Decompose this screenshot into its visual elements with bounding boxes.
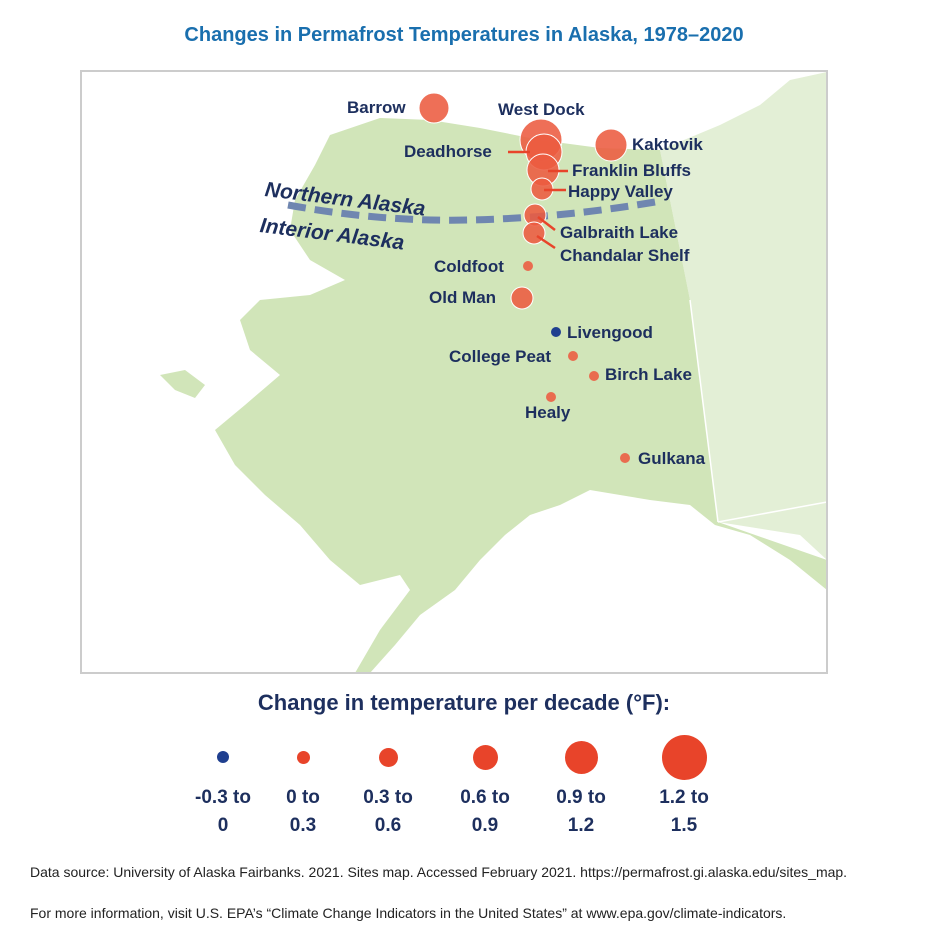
site-label: Healy — [525, 403, 571, 422]
legend-item: 0.6 to 0.9 — [435, 730, 535, 840]
legend-circle — [378, 747, 398, 767]
site-label: Happy Valley — [568, 182, 673, 201]
site-marker-healy — [546, 392, 556, 402]
site-label: Barrow — [347, 98, 406, 117]
site-marker-barrow — [418, 92, 450, 124]
site-marker-birch-lake — [589, 371, 599, 381]
figure-title: Changes in Permafrost Temperatures in Al… — [184, 24, 744, 46]
site-label: West Dock — [498, 100, 585, 119]
alaska-land — [215, 118, 827, 673]
site-marker-gulkana — [620, 453, 630, 463]
site-label: Livengood — [567, 323, 653, 342]
site-marker-coldfoot — [523, 261, 533, 271]
data-source-note: Data source: University of Alaska Fairba… — [30, 864, 848, 880]
site-label: Kaktovik — [632, 135, 703, 154]
site-label: Old Man — [429, 288, 497, 307]
site-label: Gulkana — [638, 449, 706, 468]
legend-item: 0.9 to 1.2 — [531, 730, 631, 840]
site-label: Franklin Bluffs — [572, 161, 692, 180]
legend-label: -0.3 to 0 — [195, 787, 251, 836]
legend-circle — [472, 744, 498, 770]
site-marker-kaktovik — [594, 128, 628, 162]
site-label: Coldfoot — [434, 257, 504, 276]
legend-item: 1.2 to 1.5 — [634, 730, 734, 840]
legend-label: 0.6 to 0.9 — [460, 787, 510, 836]
legend-label: 0.3 to 0.6 — [363, 787, 413, 836]
legend-item: 0.3 to 0.6 — [338, 730, 438, 840]
site-label: Chandalar Shelf — [560, 246, 690, 265]
site-marker-chandalar-shelf — [522, 221, 546, 245]
site-label: College Peat — [449, 347, 552, 366]
legend-circle — [564, 740, 598, 774]
leader-line — [536, 234, 556, 250]
legend-title: Change in temperature per decade (°F): — [257, 690, 671, 715]
legend-circle — [661, 734, 707, 780]
site-label: Deadhorse — [404, 142, 492, 161]
legend-label: 0.9 to 1.2 — [556, 787, 606, 836]
legend-label: 1.2 to 1.5 — [659, 787, 709, 836]
legend-circle — [217, 751, 229, 763]
more-info-note: For more information, visit U.S. EPA’s “… — [30, 905, 787, 921]
site-label: Galbraith Lake — [560, 223, 679, 242]
site-marker-old-man — [510, 286, 534, 310]
site-marker-livengood — [551, 327, 561, 337]
legend-item: 0 to 0.3 — [253, 730, 353, 840]
leader-line — [537, 216, 556, 231]
legend-circle — [296, 750, 310, 764]
legend-item: -0.3 to 0 — [173, 730, 273, 840]
region-divider — [287, 198, 656, 224]
site-marker-college-peat — [568, 351, 578, 361]
site-label: Birch Lake — [605, 365, 692, 384]
legend-label: 0 to 0.3 — [286, 787, 320, 836]
canada-region — [660, 72, 827, 560]
